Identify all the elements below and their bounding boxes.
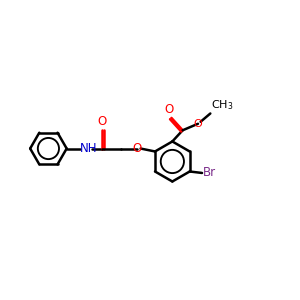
Text: O: O (133, 142, 142, 155)
Text: Br: Br (203, 167, 216, 179)
Text: O: O (194, 119, 202, 129)
Text: O: O (98, 115, 106, 128)
Text: CH$_3$: CH$_3$ (211, 98, 234, 112)
Text: NH: NH (80, 142, 98, 155)
Text: O: O (164, 103, 174, 116)
